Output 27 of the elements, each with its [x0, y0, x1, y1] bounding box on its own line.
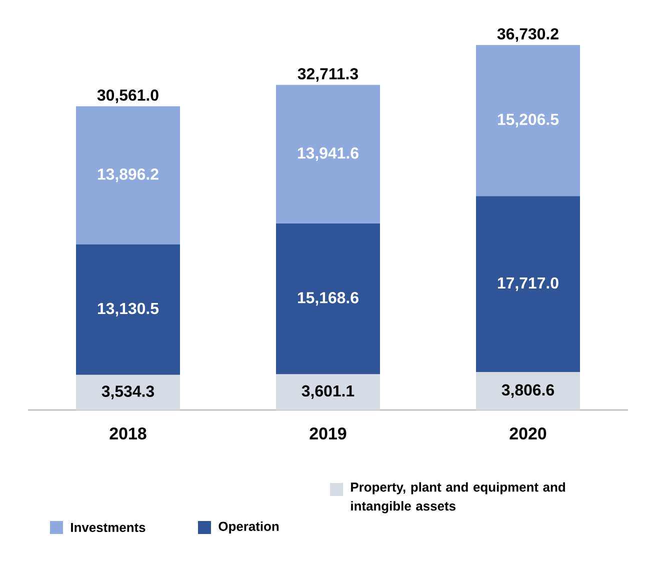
bar — [276, 374, 380, 410]
bar — [476, 196, 580, 372]
x-tick-label: 2018 — [110, 428, 146, 440]
x-tick-label: 2019 — [310, 428, 346, 440]
data-label: 17,717.0 — [498, 277, 558, 291]
bar — [276, 84, 380, 224]
bar — [76, 106, 180, 244]
bar — [76, 244, 180, 375]
bar — [476, 372, 580, 410]
total-label: 32,711.3 — [298, 68, 358, 82]
bar — [276, 223, 380, 374]
bar — [476, 44, 580, 196]
total-label: 30,561.0 — [97, 90, 158, 104]
data-label: 3,601.1 — [302, 385, 354, 399]
total-label: 36,730.2 — [497, 28, 558, 42]
legend-label: Operation — [218, 521, 279, 534]
data-label: 3,534.3 — [102, 386, 154, 400]
bar — [76, 374, 180, 410]
x-tick-label: 2020 — [510, 428, 546, 440]
legend-label: Property, plant and equipment and intangible assets — [351, 482, 565, 514]
data-label: 15,206.5 — [498, 114, 559, 128]
data-label: 15,168.6 — [298, 292, 358, 306]
data-label: 13,130.5 — [98, 302, 159, 316]
data-label: 3,806.6 — [502, 384, 554, 398]
data-label: 13,941.6 — [298, 147, 358, 161]
legend-label: Investments — [71, 522, 146, 532]
data-label: 13,896.2 — [98, 168, 158, 182]
